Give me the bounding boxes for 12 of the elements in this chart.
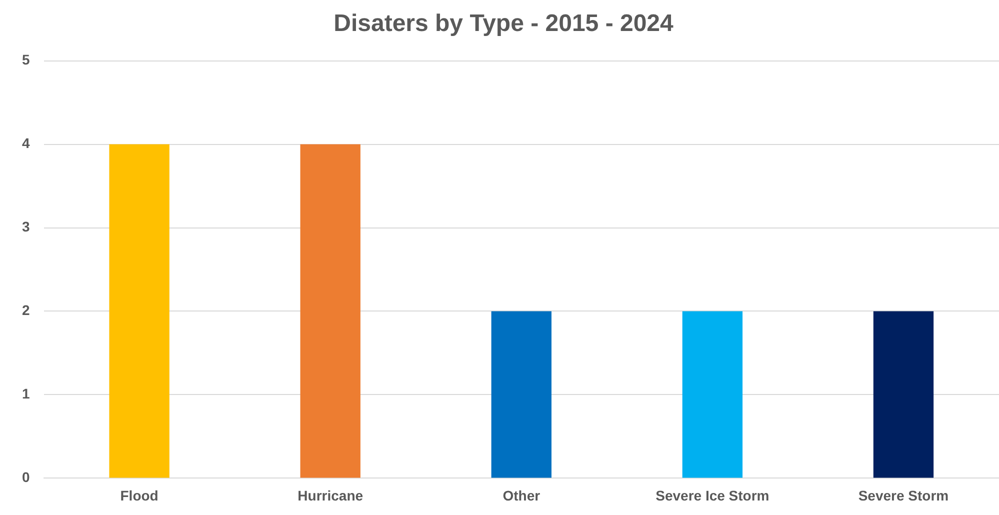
x-tick-label: Severe Storm	[858, 487, 949, 504]
y-tick-label: 3	[22, 218, 30, 235]
y-tick-label: 4	[22, 135, 30, 152]
x-tick-label: Hurricane	[298, 487, 364, 504]
y-tick-label: 0	[22, 469, 30, 486]
y-tick-label: 5	[22, 52, 30, 68]
y-tick-label: 1	[22, 386, 30, 402]
x-tick-label: Severe Ice Storm	[656, 487, 770, 504]
x-tick-label: Flood	[120, 487, 158, 504]
y-tick-label: 2	[22, 302, 30, 318]
chart-title: Disaters by Type - 2015 - 2024	[334, 10, 674, 38]
x-tick-label: Other	[502, 487, 541, 504]
